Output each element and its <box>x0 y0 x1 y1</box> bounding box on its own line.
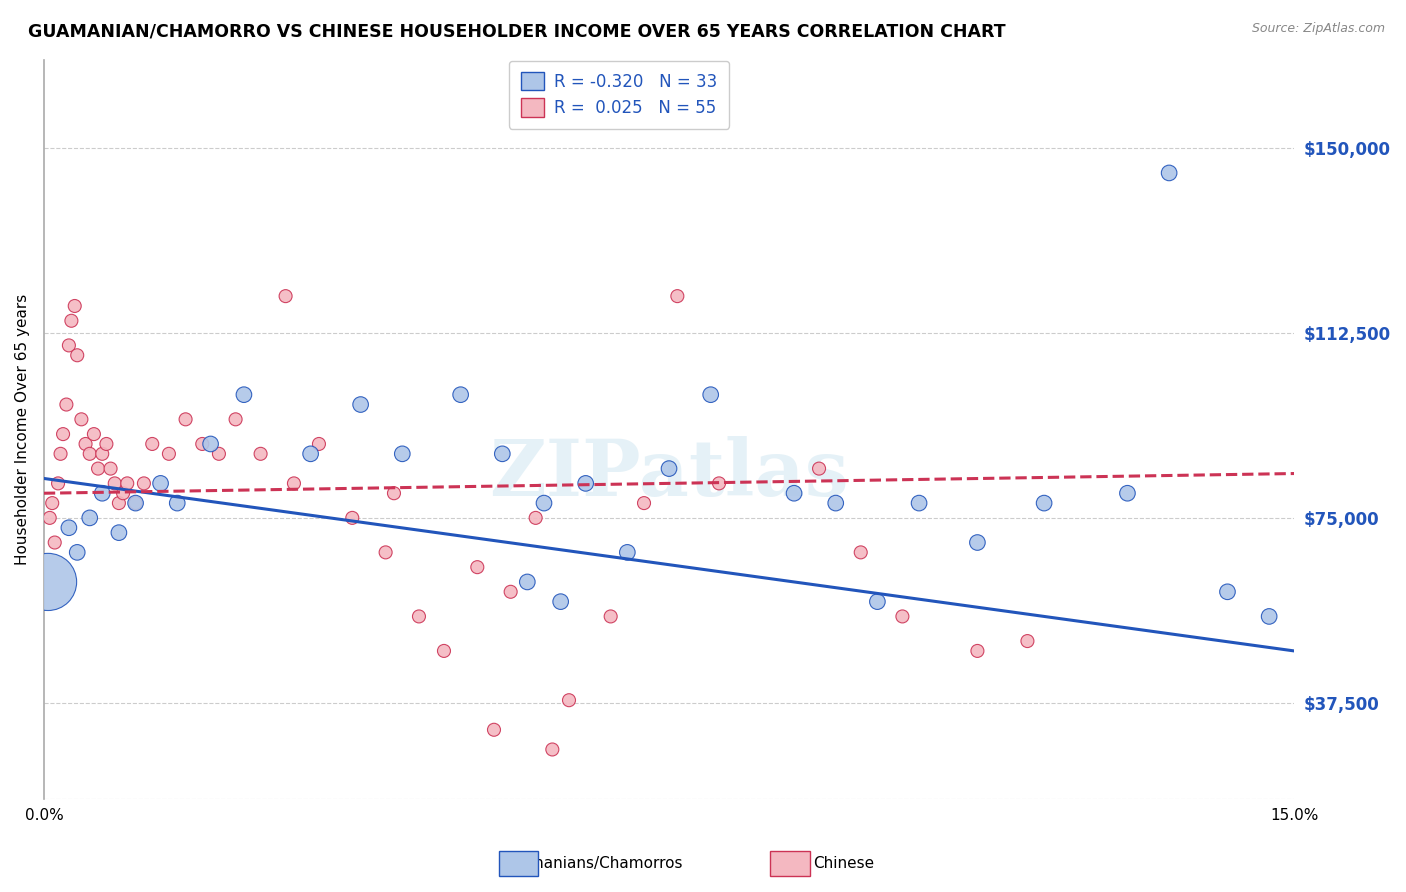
Point <box>1033 496 1056 510</box>
Point <box>1159 166 1181 180</box>
Point <box>450 387 472 401</box>
Legend: R = -0.320   N = 33, R =  0.025   N = 55: R = -0.320 N = 33, R = 0.025 N = 55 <box>509 61 728 128</box>
Point <box>108 496 131 510</box>
Point <box>46 476 69 491</box>
Point <box>666 289 689 303</box>
Point <box>191 437 214 451</box>
Point <box>408 609 430 624</box>
Point <box>499 584 522 599</box>
Point <box>891 609 914 624</box>
Point <box>1258 609 1281 624</box>
Point <box>100 461 122 475</box>
Point <box>83 427 105 442</box>
Point <box>616 545 638 559</box>
Point <box>44 535 66 549</box>
Point <box>38 511 60 525</box>
Point <box>308 437 330 451</box>
Point <box>283 476 305 491</box>
Point <box>132 476 155 491</box>
Point <box>824 496 846 510</box>
Point <box>533 496 555 510</box>
Point <box>550 594 572 608</box>
Point <box>174 412 197 426</box>
Point <box>516 574 538 589</box>
Point <box>112 486 135 500</box>
Point <box>149 476 172 491</box>
Point <box>225 412 247 426</box>
Text: GUAMANIAN/CHAMORRO VS CHINESE HOUSEHOLDER INCOME OVER 65 YEARS CORRELATION CHART: GUAMANIAN/CHAMORRO VS CHINESE HOUSEHOLDE… <box>28 22 1005 40</box>
Point <box>374 545 396 559</box>
Point <box>60 314 83 328</box>
Point <box>558 693 581 707</box>
Text: Chinese: Chinese <box>813 856 875 871</box>
Point <box>966 535 988 549</box>
Point <box>37 574 59 589</box>
Point <box>52 427 75 442</box>
Point <box>1116 486 1139 500</box>
Point <box>391 447 413 461</box>
Point <box>707 476 730 491</box>
Point <box>66 348 89 362</box>
Point <box>108 525 131 540</box>
Point <box>575 476 598 491</box>
Point <box>75 437 97 451</box>
Point <box>91 447 114 461</box>
Point <box>599 609 621 624</box>
Point <box>115 476 138 491</box>
Y-axis label: Householder Income Over 65 years: Householder Income Over 65 years <box>15 293 30 565</box>
Point <box>91 486 114 500</box>
Point <box>49 447 72 461</box>
Point <box>249 447 271 461</box>
Point <box>232 387 254 401</box>
Point <box>783 486 806 500</box>
Point <box>200 437 222 451</box>
Point <box>299 447 322 461</box>
Point <box>491 447 513 461</box>
Point <box>866 594 889 608</box>
Point <box>433 644 456 658</box>
Point <box>465 560 488 574</box>
Point <box>141 437 163 451</box>
Point <box>208 447 231 461</box>
Point <box>58 521 80 535</box>
Point <box>166 496 188 510</box>
Point <box>63 299 86 313</box>
Point <box>541 742 564 756</box>
Point <box>658 461 681 475</box>
Point <box>79 447 101 461</box>
Point <box>70 412 93 426</box>
Point <box>382 486 405 500</box>
Point <box>79 511 101 525</box>
Point <box>908 496 931 510</box>
Point <box>482 723 505 737</box>
Point <box>124 496 146 510</box>
Point <box>849 545 872 559</box>
Point <box>124 496 146 510</box>
Point <box>699 387 721 401</box>
Point <box>41 496 63 510</box>
Text: ZIPatlas: ZIPatlas <box>489 435 849 511</box>
Point <box>87 461 110 475</box>
Text: Guamanians/Chamorros: Guamanians/Chamorros <box>498 856 683 871</box>
Point <box>66 545 89 559</box>
Point <box>1216 584 1239 599</box>
Point <box>157 447 180 461</box>
Text: Source: ZipAtlas.com: Source: ZipAtlas.com <box>1251 22 1385 36</box>
Point <box>966 644 988 658</box>
Point <box>55 398 77 412</box>
Point <box>349 398 371 412</box>
Point <box>96 437 118 451</box>
Point <box>58 338 80 352</box>
Point <box>633 496 655 510</box>
Point <box>274 289 297 303</box>
Point <box>1017 634 1039 648</box>
Point <box>808 461 831 475</box>
Point <box>342 511 364 525</box>
Point <box>104 476 127 491</box>
Point <box>524 511 547 525</box>
